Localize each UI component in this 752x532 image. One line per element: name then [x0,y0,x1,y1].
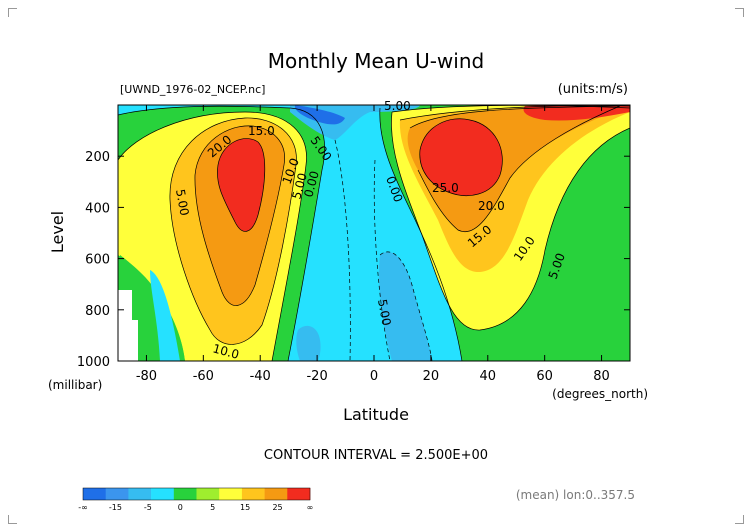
x-axis-label: Latitude [343,405,409,424]
colorbar-tick-label: -15 [109,503,122,512]
crop-mark-bottom-left [8,515,17,524]
contour-label: 5.00 [289,171,309,200]
crop-mark-top-left [8,8,17,17]
x-tick-label: -60 [193,369,214,384]
crop-mark-top-right [735,8,744,17]
y-tick-label: 600 [85,253,110,268]
colorbar-swatch [128,488,152,500]
x-tick-label: 0 [370,369,378,384]
contour-field [118,105,630,361]
colorbar-swatch [264,488,288,500]
y-axis-label: Level [48,211,67,253]
colorbar-swatch [241,488,265,500]
x-tick-label: -40 [250,369,271,384]
contour-lines [118,105,630,361]
colorbar-tick-label: -5 [144,503,152,512]
contour-interval-text: CONTOUR INTERVAL = 2.500E+00 [264,448,488,463]
colorbar-frame [82,487,311,501]
nh-upper-core [523,105,630,121]
x-tick-labels: -80 -60 -40 -20 0 20 40 60 80 [136,369,610,384]
missing-data-patch [118,290,138,361]
file-label: [UWND_1976-02_NCEP.nc] [120,83,265,96]
contour-label: 10.0 [211,341,240,361]
chart-title: Monthly Mean U-wind [268,49,484,73]
crop-mark-bottom-right [735,515,744,524]
y-axis-units: (millibar) [48,378,102,392]
y-tick-label: 200 [85,150,110,165]
colorbar [82,487,311,501]
colorbar-swatch [105,488,129,500]
sh-surface-easterly [296,325,321,361]
units-label: (units:m/s) [558,82,628,97]
contour-label: 5.00 [173,188,191,217]
x-tick-label: -20 [306,369,327,384]
upper-easterly-core [294,105,345,125]
contour-label: 0.00 [301,169,321,198]
colorbar-swatch [196,488,220,500]
colorbar-tick-label: 0 [178,503,183,512]
contour-label: 20.0 [478,199,505,213]
footer-mean-text: (mean) lon:0..357.5 [516,488,635,502]
colorbar-labels: -∞ -15 -5 0 5 15 25 ∞ [78,503,313,512]
y-tick-label: 800 [85,304,110,319]
y-tick-label: 1000 [77,355,110,370]
contour-label: 15.0 [248,124,275,138]
colorbar-swatch [173,488,197,500]
colorbar-tick-label: 25 [272,503,282,512]
x-tick-label: -80 [136,369,157,384]
y-tick-labels: 200 400 600 800 1000 [77,150,110,370]
x-tick-label: 20 [423,369,440,384]
colorbar-tick-label: 5 [210,503,215,512]
colorbar-tick-label: -∞ [78,503,88,512]
sh-jet-core [217,138,265,232]
colorbar-swatch [83,488,106,500]
x-tick-label: 60 [536,369,553,384]
tropical-easterly [379,251,432,361]
colorbar-swatch [151,488,175,500]
contour-label: 25.0 [432,181,459,195]
negative-contours [334,139,433,361]
colorbar-swatch [287,488,311,500]
nh-jet-core [419,118,503,196]
colorbar-tick-label: ∞ [307,503,314,512]
axis-ticks [118,105,630,362]
x-tick-label: 80 [593,369,610,384]
x-axis-units: (degrees_north) [552,387,648,401]
y-tick-label: 400 [85,201,110,216]
sh-polar-cyan [150,270,180,361]
colorbar-swatch [219,488,243,500]
contour-label: 5.00 [375,298,393,327]
x-tick-label: 40 [480,369,497,384]
contour-label: 5.00 [384,99,411,113]
colorbar-tick-label: 15 [240,503,250,512]
